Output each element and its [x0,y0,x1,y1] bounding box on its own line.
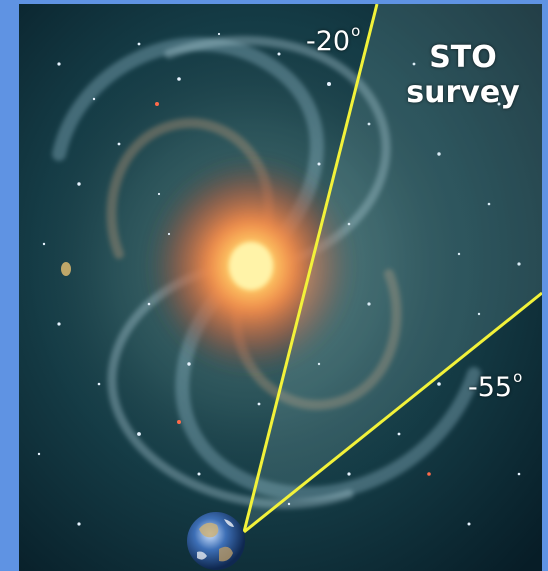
angle-upper-value: -20 [306,26,351,57]
red-stars [155,102,431,476]
survey-label: STO survey [401,40,525,111]
survey-label-line1: STO [429,40,497,75]
angle-lower-value: -55 [468,372,513,403]
galaxy-panel: -20o -55o STO survey [19,4,542,571]
degree-symbol-lower: o [513,368,523,386]
boundary-line-upper [242,4,379,533]
star-field [37,32,521,526]
earth-icon [187,512,245,570]
small-galaxy [61,262,71,276]
galaxy-diagram [19,4,542,571]
galaxy-nucleus [229,242,273,290]
survey-label-line2: survey [406,75,520,111]
boundary-line-lower [243,291,542,534]
angle-label-upper: -20o [306,22,361,57]
angle-label-lower: -55o [468,368,523,403]
degree-symbol-upper: o [351,22,361,40]
survey-region [244,4,542,532]
